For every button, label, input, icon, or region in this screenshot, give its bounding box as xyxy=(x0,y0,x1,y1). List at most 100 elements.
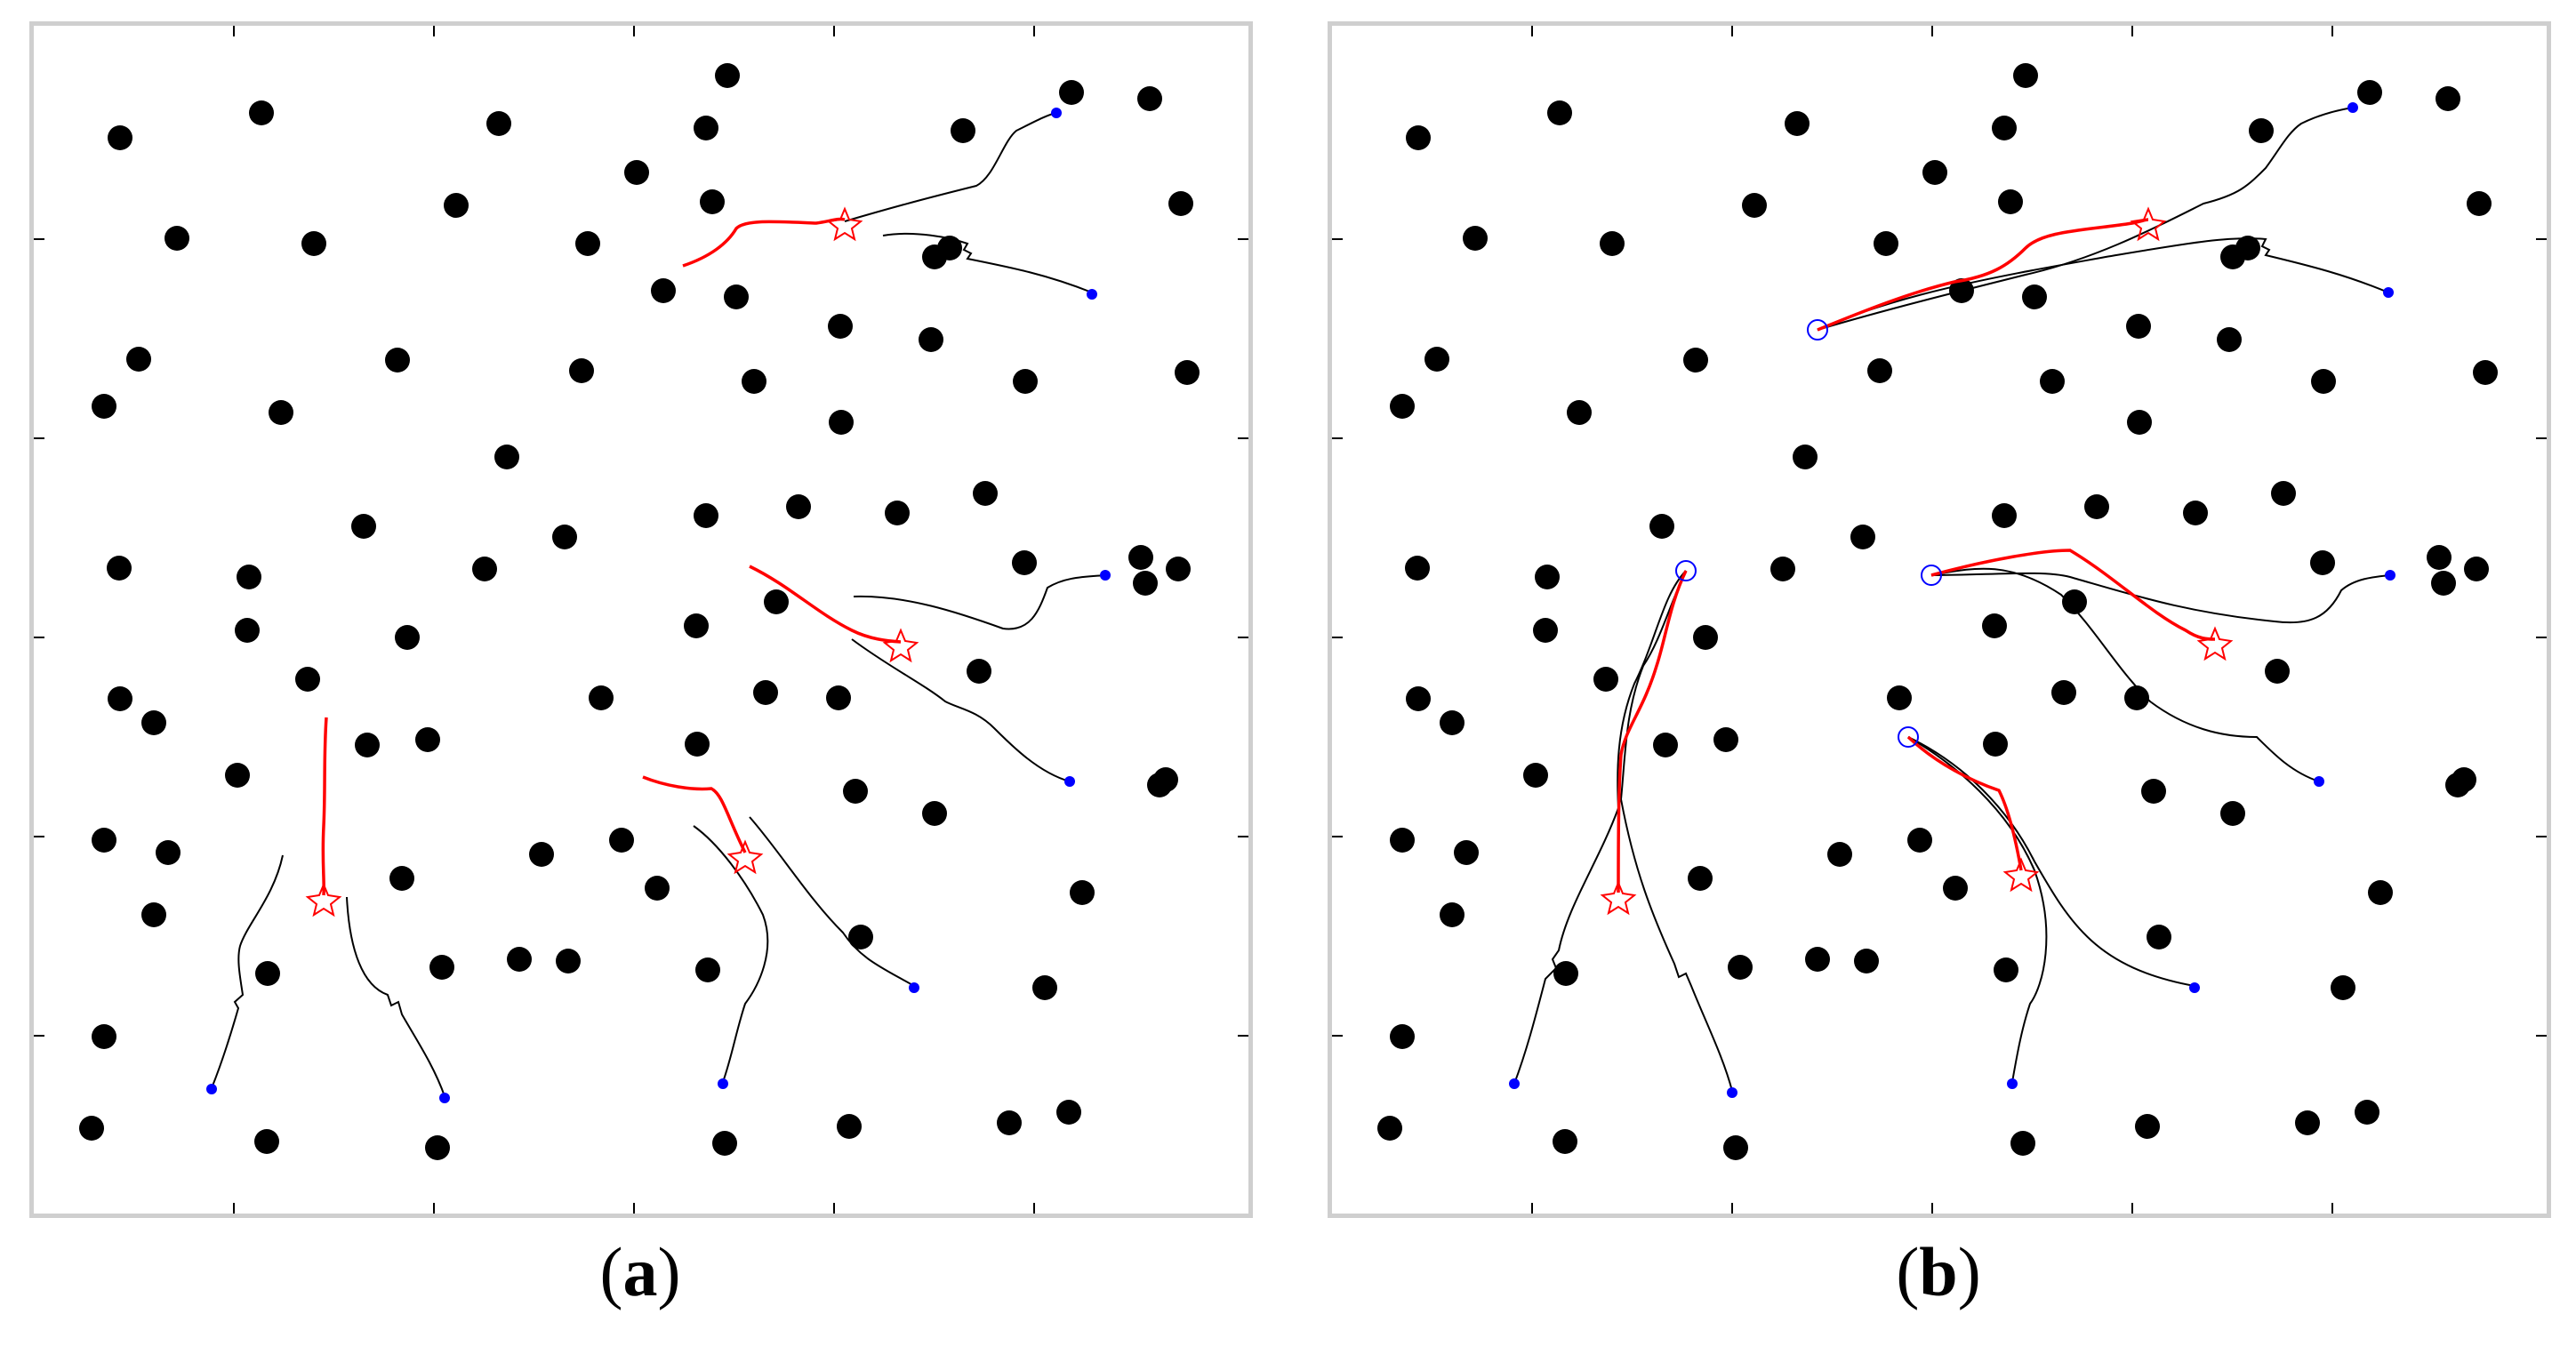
obstacle xyxy=(1683,348,1708,373)
obstacle xyxy=(2022,284,2047,309)
obstacle xyxy=(1994,957,2018,982)
panel-b-canvas xyxy=(1332,26,2547,1214)
obstacle xyxy=(967,659,991,684)
obstacle xyxy=(126,347,151,372)
start-point-icon xyxy=(2385,570,2395,581)
goal-star-icon xyxy=(2002,857,2040,893)
obstacle xyxy=(569,358,594,383)
obstacle xyxy=(2445,773,2470,797)
obstacle xyxy=(885,501,910,525)
obstacle xyxy=(2464,557,2489,581)
obstacle xyxy=(2183,501,2208,525)
start-point-icon xyxy=(1100,570,1111,581)
planned-path xyxy=(1930,549,2216,641)
panel-b xyxy=(1328,21,2551,1218)
obstacle xyxy=(1390,828,1415,853)
obstacle xyxy=(1166,557,1191,581)
obstacle xyxy=(1854,949,1879,973)
obstacle xyxy=(1723,1135,1748,1160)
obstacle xyxy=(1133,571,1158,596)
obstacles-b xyxy=(1377,63,2498,1160)
goal-markers-a xyxy=(305,206,919,917)
obstacle xyxy=(843,779,868,804)
panel-a-label: (a) xyxy=(599,1233,681,1310)
planned-path xyxy=(749,565,902,644)
trajectory xyxy=(346,896,445,1097)
obstacle xyxy=(1440,902,1465,927)
obstacle xyxy=(395,625,420,650)
obstacle xyxy=(2311,369,2336,394)
trajectory xyxy=(693,825,769,1083)
start-point-icon xyxy=(718,1078,728,1089)
obstacle xyxy=(141,710,166,735)
obstacle xyxy=(2147,925,2171,949)
obstacle xyxy=(1770,557,1795,581)
obstacle xyxy=(1693,625,1718,650)
obstacle xyxy=(973,481,998,506)
trajectory xyxy=(1930,567,2320,782)
obstacle xyxy=(1653,733,1678,757)
obstacle xyxy=(552,525,577,549)
obstacle xyxy=(156,840,181,865)
start-point-icon xyxy=(1051,108,1062,118)
obstacle xyxy=(1785,111,1810,136)
obstacle xyxy=(2431,571,2456,596)
obstacle xyxy=(1922,160,1947,185)
obstacle xyxy=(2141,779,2166,804)
obstacle xyxy=(919,327,943,352)
start-point-icon xyxy=(439,1093,450,1103)
obstacle xyxy=(695,957,720,982)
obstacle xyxy=(575,231,600,256)
obstacle xyxy=(997,1110,1022,1135)
obstacle xyxy=(1056,1100,1081,1125)
obstacle xyxy=(1440,710,1465,735)
start-point-icon xyxy=(2383,287,2394,298)
goal-star-icon xyxy=(726,839,764,875)
waypoint-markers-b xyxy=(1675,319,1942,748)
obstacle xyxy=(2013,63,2038,88)
obstacle xyxy=(1793,445,1818,469)
obstacle xyxy=(429,955,454,980)
trajectory xyxy=(211,854,284,1089)
obstacle xyxy=(1147,773,1172,797)
obstacle xyxy=(1998,189,2023,214)
waypoint-circle-icon xyxy=(1675,560,1697,581)
obstacle xyxy=(922,801,947,826)
obstacle xyxy=(1137,86,1162,111)
obstacle xyxy=(556,949,581,973)
obstacle xyxy=(951,118,975,143)
obstacle xyxy=(1593,667,1618,692)
obstacle xyxy=(108,125,132,150)
obstacle xyxy=(1688,866,1713,891)
trajectories-a xyxy=(211,112,1106,1097)
start-point-icon xyxy=(909,982,919,993)
trajectory xyxy=(844,112,1057,222)
start-point-icon xyxy=(2314,776,2324,787)
obstacle xyxy=(2271,481,2296,506)
obstacle xyxy=(1463,226,1488,251)
obstacle xyxy=(494,445,519,469)
obstacle xyxy=(1523,763,1548,788)
trajectory xyxy=(1817,107,2354,331)
obstacle xyxy=(1742,193,1767,218)
obstacle xyxy=(848,925,873,949)
obstacle xyxy=(415,727,440,752)
panel-b-ticks xyxy=(1332,26,2547,1214)
obstacle xyxy=(1943,876,1968,901)
obstacle xyxy=(1992,116,2017,140)
obstacle xyxy=(2010,1131,2035,1156)
obstacle xyxy=(837,1114,862,1139)
obstacle xyxy=(1377,1116,1402,1141)
trajectory xyxy=(1907,736,2048,1083)
obstacle xyxy=(2135,1114,2160,1139)
obstacle xyxy=(1012,550,1037,575)
obstacle xyxy=(486,111,511,136)
planned-path xyxy=(642,775,747,853)
obstacle xyxy=(1983,732,2008,757)
obstacle xyxy=(2357,80,2382,105)
obstacle xyxy=(92,394,116,419)
obstacle xyxy=(2220,244,2245,269)
obstacle xyxy=(2295,1110,2320,1135)
obstacle xyxy=(92,828,116,853)
obstacle xyxy=(444,193,469,218)
